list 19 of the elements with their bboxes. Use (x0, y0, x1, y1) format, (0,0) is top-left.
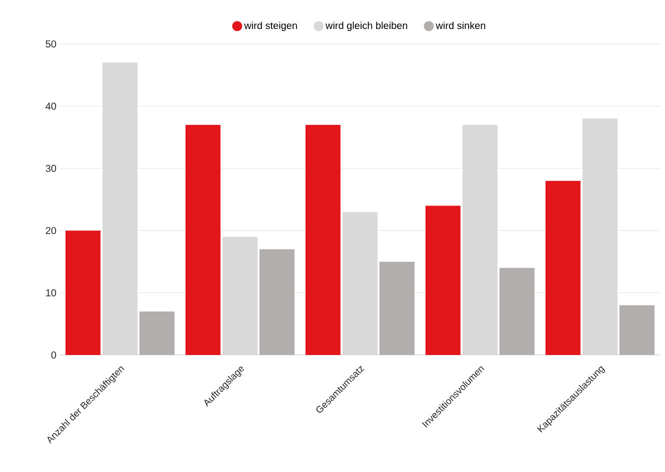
y-tick-label: 0 (51, 351, 56, 359)
bar (140, 311, 174, 355)
bar (426, 206, 460, 355)
bar (66, 230, 100, 355)
bar (306, 124, 340, 355)
bar (620, 305, 655, 355)
legend-label: wird sinken (436, 22, 486, 30)
bar (546, 180, 580, 355)
y-tick-label: 40 (46, 102, 56, 110)
bar (260, 249, 294, 355)
legend-label: wird gleich bleiben (326, 22, 408, 32)
y-tick-label: 10 (46, 289, 56, 296)
y-tick-label: 20 (46, 227, 56, 234)
legend-label: wird steigen (244, 22, 297, 32)
y-tick-label: 50 (46, 40, 56, 48)
bar (380, 262, 415, 355)
bar (186, 124, 220, 355)
bar (500, 268, 534, 355)
y-tick-label: 30 (46, 164, 56, 172)
